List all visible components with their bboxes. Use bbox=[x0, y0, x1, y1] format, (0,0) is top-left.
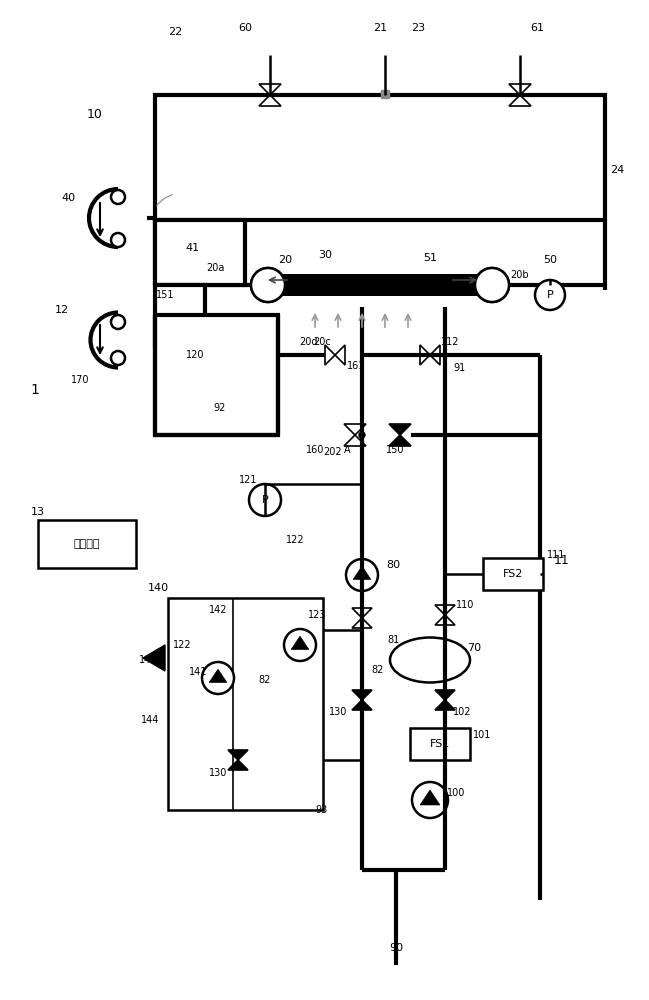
Text: 1: 1 bbox=[31, 383, 40, 397]
Text: 90: 90 bbox=[389, 943, 403, 953]
Text: 82: 82 bbox=[259, 675, 271, 685]
Text: 21: 21 bbox=[373, 23, 387, 33]
Text: 20c: 20c bbox=[313, 337, 331, 347]
Circle shape bbox=[251, 268, 285, 302]
Text: 80: 80 bbox=[386, 560, 400, 570]
Text: 20d: 20d bbox=[299, 337, 317, 347]
Text: 91: 91 bbox=[454, 363, 466, 373]
Bar bbox=[155, 315, 278, 435]
Text: FS2: FS2 bbox=[503, 569, 523, 579]
Bar bbox=[38, 520, 136, 568]
Text: 10: 10 bbox=[87, 108, 103, 121]
Text: 150: 150 bbox=[386, 445, 404, 455]
Polygon shape bbox=[353, 566, 371, 579]
Text: 151: 151 bbox=[156, 290, 174, 300]
Polygon shape bbox=[435, 690, 455, 700]
Text: 141: 141 bbox=[189, 667, 207, 677]
Text: 控制单元: 控制单元 bbox=[74, 539, 100, 549]
Text: 123: 123 bbox=[308, 610, 326, 620]
Text: 121: 121 bbox=[239, 475, 257, 485]
Text: 24: 24 bbox=[610, 165, 624, 175]
Polygon shape bbox=[352, 690, 372, 700]
Text: 160: 160 bbox=[306, 445, 324, 455]
Circle shape bbox=[535, 280, 565, 310]
Bar bbox=[155, 220, 245, 285]
Bar bbox=[155, 95, 605, 220]
Circle shape bbox=[249, 484, 281, 516]
Circle shape bbox=[359, 432, 365, 438]
Bar bbox=[168, 598, 323, 810]
Text: 60: 60 bbox=[238, 23, 252, 33]
Text: 51: 51 bbox=[423, 253, 437, 263]
Circle shape bbox=[475, 268, 509, 302]
Text: P: P bbox=[546, 290, 554, 300]
Circle shape bbox=[111, 351, 125, 365]
Text: 82: 82 bbox=[372, 665, 384, 675]
Bar bbox=[155, 285, 205, 345]
Polygon shape bbox=[389, 424, 411, 435]
Text: 111: 111 bbox=[547, 550, 565, 560]
Text: 92: 92 bbox=[214, 403, 227, 413]
Text: 102: 102 bbox=[453, 707, 471, 717]
Text: 11: 11 bbox=[554, 554, 570, 566]
Text: 110: 110 bbox=[456, 600, 474, 610]
Circle shape bbox=[111, 233, 125, 247]
Circle shape bbox=[111, 190, 125, 204]
Bar bbox=[483, 558, 543, 590]
Bar bbox=[278, 274, 482, 296]
Bar bbox=[410, 728, 470, 760]
Text: P: P bbox=[262, 495, 269, 505]
Text: 122: 122 bbox=[173, 640, 191, 650]
Text: 81: 81 bbox=[387, 635, 399, 645]
Circle shape bbox=[202, 662, 234, 694]
Circle shape bbox=[412, 782, 448, 818]
Text: 70: 70 bbox=[467, 643, 481, 653]
Text: 120: 120 bbox=[186, 350, 204, 360]
Circle shape bbox=[475, 268, 509, 302]
Text: 13: 13 bbox=[31, 507, 45, 517]
Text: 112: 112 bbox=[441, 337, 459, 347]
Circle shape bbox=[111, 315, 125, 329]
Text: A: A bbox=[344, 445, 350, 455]
Text: 61: 61 bbox=[530, 23, 544, 33]
Polygon shape bbox=[228, 750, 248, 760]
Text: 142: 142 bbox=[209, 605, 227, 615]
Text: 143: 143 bbox=[139, 655, 157, 665]
Text: 130: 130 bbox=[329, 707, 347, 717]
Polygon shape bbox=[291, 636, 309, 649]
Circle shape bbox=[346, 559, 378, 591]
Text: 12: 12 bbox=[55, 305, 69, 315]
Text: 202: 202 bbox=[324, 447, 342, 457]
Polygon shape bbox=[435, 700, 455, 710]
Polygon shape bbox=[352, 700, 372, 710]
Bar bbox=[381, 90, 389, 98]
Polygon shape bbox=[389, 435, 411, 446]
Text: 140: 140 bbox=[147, 583, 169, 593]
Text: 101: 101 bbox=[473, 730, 491, 740]
Polygon shape bbox=[420, 790, 440, 805]
Polygon shape bbox=[209, 669, 227, 682]
Text: 100: 100 bbox=[447, 788, 465, 798]
Text: 50: 50 bbox=[543, 255, 557, 265]
Text: 20: 20 bbox=[278, 255, 292, 265]
Text: 93: 93 bbox=[316, 805, 328, 815]
Circle shape bbox=[284, 629, 316, 661]
Text: 20a: 20a bbox=[206, 263, 224, 273]
Text: 23: 23 bbox=[411, 23, 425, 33]
Text: FS1: FS1 bbox=[430, 739, 450, 749]
Ellipse shape bbox=[390, 638, 470, 682]
Text: 22: 22 bbox=[168, 27, 182, 37]
Circle shape bbox=[251, 268, 285, 302]
Text: 170: 170 bbox=[71, 375, 90, 385]
Text: 40: 40 bbox=[61, 193, 75, 203]
Text: 41: 41 bbox=[185, 243, 199, 253]
Text: 130: 130 bbox=[209, 768, 227, 778]
Polygon shape bbox=[228, 760, 248, 770]
Polygon shape bbox=[143, 645, 165, 671]
Text: 30: 30 bbox=[318, 250, 332, 260]
Text: 144: 144 bbox=[141, 715, 159, 725]
Text: 161: 161 bbox=[347, 361, 365, 371]
Text: 20b: 20b bbox=[511, 270, 530, 280]
Text: 122: 122 bbox=[286, 535, 304, 545]
